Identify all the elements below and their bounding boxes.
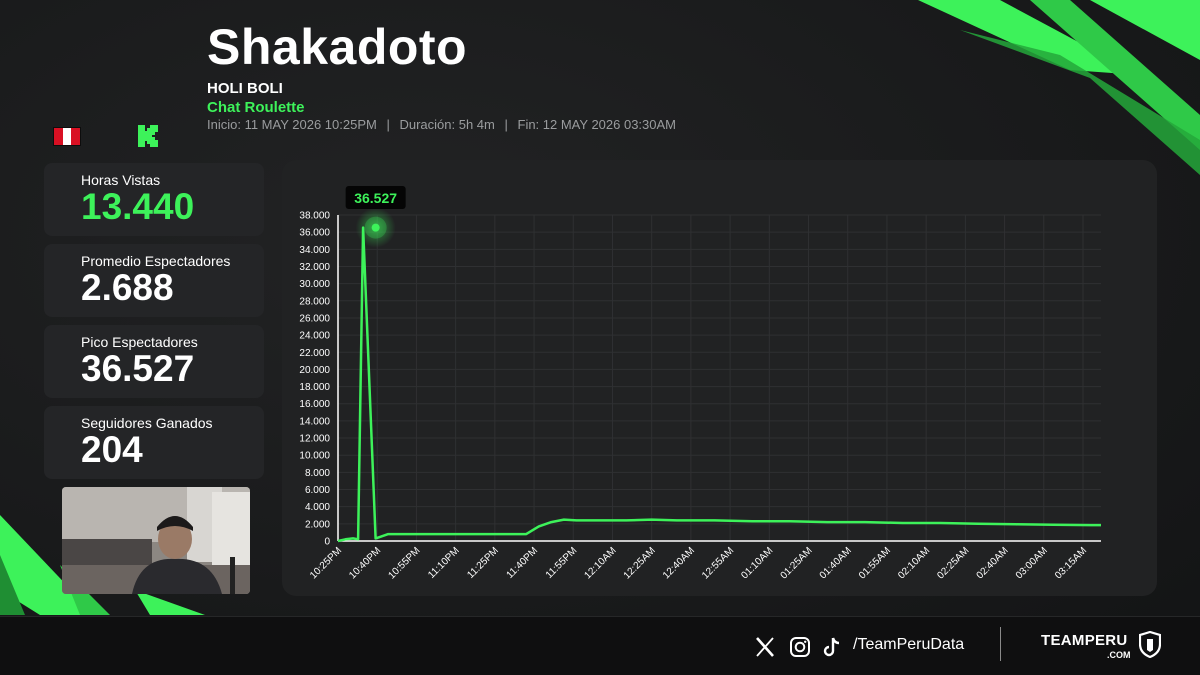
y-tick-label: 2.000 <box>305 519 330 530</box>
stream-category: Chat Roulette <box>207 99 305 116</box>
stream-title: HOLI BOLI <box>207 80 283 97</box>
x-tick-label: 02:10AM <box>896 545 932 581</box>
y-tick-label: 24.000 <box>299 331 330 342</box>
tiktok-icon[interactable] <box>821 636 843 658</box>
x-tick-label: 11:55PM <box>544 545 580 581</box>
y-tick-label: 0 <box>324 537 330 548</box>
y-tick-label: 28.000 <box>299 296 330 307</box>
peak-label: 36.527 <box>354 190 397 206</box>
y-tick-label: 36.000 <box>299 228 330 239</box>
y-tick-label: 38.000 <box>299 211 330 222</box>
x-tick-label: 01:25AM <box>779 545 815 581</box>
x-tick-label: 10:25PM <box>308 545 344 581</box>
y-tick-label: 34.000 <box>299 245 330 256</box>
stat-card-avg-viewers: Promedio Espectadores 2.688 <box>44 244 264 317</box>
footer-bar: /TeamPeruData TEAMPERU .COM <box>0 616 1200 675</box>
x-tick-label: 03:00AM <box>1014 545 1050 581</box>
stream-duration: Duración: 5h 4m <box>399 117 495 132</box>
y-tick-label: 12.000 <box>299 434 330 445</box>
x-tick-label: 01:10AM <box>739 545 775 581</box>
peak-label-box <box>345 186 406 209</box>
streamer-name: Shakadoto <box>207 19 468 75</box>
y-tick-label: 18.000 <box>299 382 330 393</box>
y-tick-label: 30.000 <box>299 279 330 290</box>
stat-label: Seguidores Ganados <box>81 415 213 431</box>
y-tick-label: 22.000 <box>299 348 330 359</box>
y-tick-label: 32.000 <box>299 262 330 273</box>
meta-separator: | <box>504 117 508 132</box>
y-tick-label: 10.000 <box>299 451 330 462</box>
shield-logo-icon <box>1139 631 1161 658</box>
instagram-icon[interactable] <box>789 636 811 658</box>
chart-panel: 0 2.000 4.000 6.000 8.000 10.000 12.000 14.000 1… <box>282 160 1157 596</box>
brand-suffix: .COM <box>1107 650 1131 660</box>
social-handle[interactable]: /TeamPeruData <box>853 636 965 653</box>
x-tick-label: 03:15AM <box>1053 545 1089 581</box>
x-tick-label: 01:55AM <box>857 545 893 581</box>
x-tick-label: 12:10AM <box>583 545 619 581</box>
stat-label: Promedio Espectadores <box>81 253 231 269</box>
x-icon[interactable] <box>754 636 776 658</box>
stat-card-peak-viewers: Pico Espectadores 36.527 <box>44 325 264 398</box>
x-tick-label: 11:25PM <box>465 545 501 581</box>
x-tick-label: 10:40PM <box>347 545 383 581</box>
stat-value: 2.688 <box>81 267 174 308</box>
x-tick-label: 10:55PM <box>386 545 422 581</box>
y-tick-label: 6.000 <box>305 485 330 496</box>
x-tick-label: 12:25AM <box>622 545 658 581</box>
stat-label: Horas Vistas <box>81 172 161 188</box>
webcam-thumbnail <box>62 487 250 594</box>
stat-value: 204 <box>81 429 143 470</box>
peak-point <box>371 223 380 232</box>
stat-value: 13.440 <box>81 186 195 227</box>
y-tick-label: 16.000 <box>299 399 330 410</box>
stream-start: Inicio: 11 MAY 2026 10:25PM <box>207 117 377 132</box>
peru-flag-icon <box>53 127 81 146</box>
brand-name: TEAMPERU <box>1041 632 1128 649</box>
y-tick-label: 26.000 <box>299 313 330 324</box>
x-tick-label: 02:25AM <box>935 545 971 581</box>
y-tick-label: 4.000 <box>305 502 330 513</box>
meta-separator: | <box>386 117 390 132</box>
viewer-chart: 0 2.000 4.000 6.000 8.000 10.000 12.000 14.000 1… <box>299 186 1101 581</box>
stat-card-hours-watched: Horas Vistas 13.440 <box>44 163 264 236</box>
stat-card-followers-gained: Seguidores Ganados 204 <box>44 406 264 479</box>
stream-meta: Inicio: 11 MAY 2026 10:25PM | Duración: … <box>207 117 676 132</box>
y-tick-label: 8.000 <box>305 468 330 479</box>
x-tick-label: 02:40AM <box>975 545 1011 581</box>
stat-value: 36.527 <box>81 348 195 389</box>
x-tick-label: 12:40AM <box>661 545 697 581</box>
kick-logo-icon <box>138 125 158 147</box>
x-tick-label: 12:55AM <box>700 545 736 581</box>
x-tick-label: 01:40AM <box>818 545 854 581</box>
y-tick-label: 14.000 <box>299 416 330 427</box>
stat-label: Pico Espectadores <box>81 334 198 350</box>
viewer-line <box>337 226 1101 543</box>
footer-divider <box>1000 627 1001 661</box>
x-tick-label: 11:10PM <box>426 545 462 581</box>
y-tick-label: 20.000 <box>299 365 330 376</box>
stream-end: Fin: 12 MAY 2026 03:30AM <box>517 117 677 132</box>
x-tick-label: 11:40PM <box>505 545 541 581</box>
